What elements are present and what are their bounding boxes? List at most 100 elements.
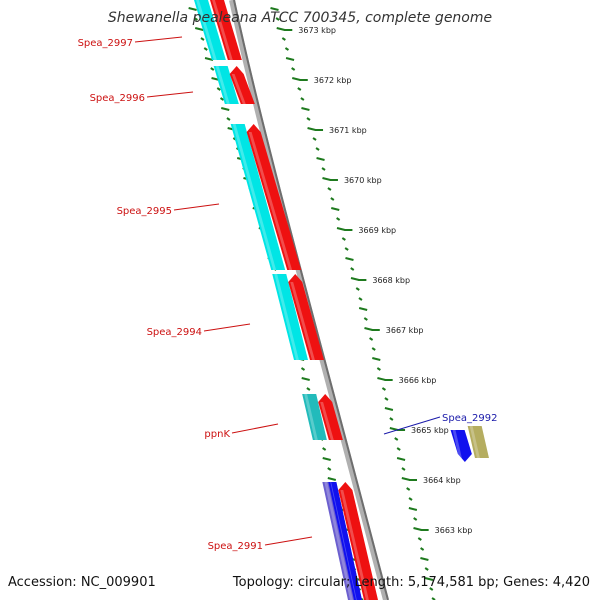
outer-tick-mark <box>381 387 386 391</box>
gene-leader-line <box>134 36 183 43</box>
inner-tick-mark <box>327 477 337 481</box>
outer-tick-mark <box>330 197 335 201</box>
outer-tick-ring <box>270 7 436 600</box>
reverse-cds-highlight <box>232 124 277 270</box>
outer-tick-mark <box>336 227 346 231</box>
outer-tick-mark <box>301 107 310 111</box>
inner-tick-mark <box>300 367 306 371</box>
tick-label: 3663 kbp <box>435 526 473 535</box>
forward-cds-highlight <box>340 490 369 600</box>
outer-tick-mark <box>413 517 418 521</box>
outer-tick-mark <box>285 57 295 61</box>
inner-tick-mark <box>322 447 327 451</box>
outer-tick-mark <box>270 7 279 11</box>
outer-tick-mark <box>312 137 317 141</box>
outer-tick-mark <box>300 97 305 101</box>
accession-text: Accession: NC_009901 <box>8 575 156 590</box>
gene-leader-line <box>264 536 313 546</box>
tick-label: 3668 kbp <box>372 276 410 285</box>
outer-tick-mark <box>371 347 376 351</box>
tick-label: 3672 kbp <box>314 76 352 85</box>
inner-tick-mark <box>203 47 208 51</box>
forward-cds <box>210 0 242 60</box>
outer-tick-mark <box>424 577 434 581</box>
outer-tick-mark <box>389 427 399 431</box>
forward-cds-highlight <box>248 132 293 270</box>
inner-tick-mark <box>210 67 215 71</box>
forward-cds-highlight <box>231 74 246 104</box>
outer-tick-mark <box>344 247 349 251</box>
gene-label: Spea_2994 <box>147 327 202 338</box>
forward-cds-highlight <box>290 282 315 360</box>
inner-tick-mark <box>216 87 221 91</box>
outer-tick-mark <box>358 307 368 311</box>
forward-cds <box>338 482 378 600</box>
outer-tick-mark <box>364 327 373 331</box>
outer-tick-mark <box>417 537 422 541</box>
tick-label: 3673 kbp <box>298 26 336 35</box>
other-feature <box>467 426 489 458</box>
inner-tick-mark <box>219 97 225 101</box>
reverse-cds-highlight <box>304 394 318 440</box>
inner-tick-mark <box>194 27 204 31</box>
tick-label: 3669 kbp <box>358 226 396 235</box>
outer-tick-mark <box>394 437 399 441</box>
forward-cds <box>288 274 325 360</box>
outer-tick-mark <box>363 317 368 321</box>
reverse-cds-highlight <box>324 482 353 600</box>
outer-tick-mark <box>396 457 406 461</box>
outer-tick-mark <box>358 297 363 301</box>
outer-tick-mark <box>345 257 354 261</box>
feature-track <box>194 0 489 600</box>
gene-leader-line <box>203 323 251 332</box>
outer-tick-mark <box>327 187 332 191</box>
reverse-cds <box>213 66 239 104</box>
inner-tick-mark <box>322 457 331 461</box>
outer-tick-mark <box>384 397 389 401</box>
genome-backbone-edge <box>233 0 389 600</box>
inner-tick-mark <box>200 37 205 41</box>
tick-label: 3667 kbp <box>386 326 424 335</box>
outer-tick-mark <box>377 377 386 381</box>
outer-tick-mark <box>372 357 381 361</box>
inner-tick-mark <box>301 377 310 381</box>
outer-tick-mark <box>322 177 331 181</box>
gene-labels: Spea_2997 Spea_2996 Spea_2995 Spea_2994 ppnK… <box>78 36 497 552</box>
outer-tick-mark <box>291 77 301 81</box>
inner-tick-mark <box>204 57 214 61</box>
rna-feature <box>328 482 362 600</box>
tick-label: 3671 kbp <box>329 126 367 135</box>
gene-label: Spea_2992 <box>442 413 497 424</box>
rna-feature-highlight <box>330 482 357 600</box>
outer-tick-mark <box>284 47 290 51</box>
outer-tick-mark <box>406 487 411 491</box>
reverse-cds <box>230 124 286 270</box>
inner-tick-mark <box>188 7 197 11</box>
gene-leader-line <box>231 423 279 434</box>
outer-tick-mark <box>413 527 422 531</box>
gene-label: ppnK <box>204 429 230 440</box>
outer-tick-mark <box>275 17 280 21</box>
tick-label: 3670 kbp <box>344 176 382 185</box>
genome-summary-text: Topology: circular; Length: 5,174,581 bp… <box>232 575 590 590</box>
outer-tick-mark <box>408 497 413 501</box>
outer-tick-mark <box>315 147 320 151</box>
outer-tick-mark <box>408 507 418 511</box>
other-feature-highlight <box>469 426 480 458</box>
gene-leader-line <box>146 91 194 98</box>
outer-tick-mark <box>276 27 285 31</box>
gene-label: Spea_2997 <box>78 38 133 49</box>
outer-tick-mark <box>331 207 340 211</box>
gene-feature-spea-2992 <box>450 430 472 462</box>
outer-tick-mark <box>369 337 374 341</box>
forward-cds <box>318 394 343 440</box>
gene-leader-line <box>173 203 220 211</box>
gene-leader-line <box>383 416 441 435</box>
outer-tick-mark <box>420 547 425 551</box>
outer-tick-mark <box>420 557 429 561</box>
forward-cds <box>246 124 302 270</box>
inner-tick-mark <box>193 17 198 21</box>
outer-tick-mark <box>281 37 286 41</box>
gene-label: Spea_2996 <box>90 93 145 104</box>
